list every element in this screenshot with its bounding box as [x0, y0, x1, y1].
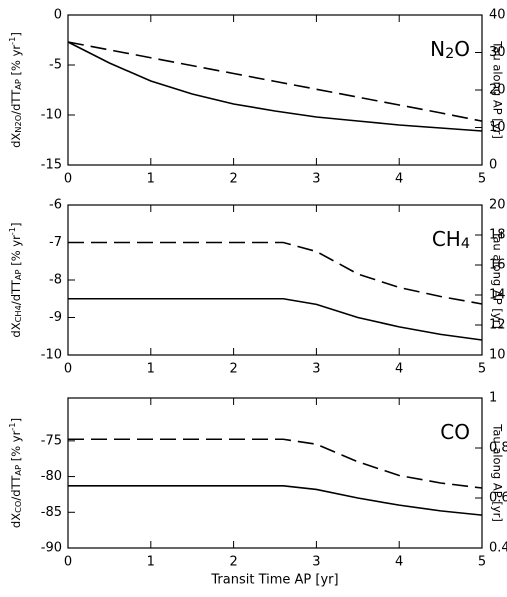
y2-tick-label: 14	[489, 288, 506, 303]
x-tick-label: 5	[478, 555, 486, 570]
x-tick-label: 0	[64, 555, 72, 570]
y-axis-label-part: -1	[7, 422, 17, 430]
y-tick-label: -6	[49, 198, 62, 213]
data-line	[67, 41, 483, 132]
y-tick-label: -90	[41, 541, 62, 556]
y-axis-label-part: CH4	[13, 305, 23, 322]
y2-tick-label: 10	[489, 348, 506, 363]
y-axis-label-part: CO	[13, 500, 23, 513]
y-tick-label: -75	[41, 433, 62, 448]
x-tick-label: 2	[229, 172, 237, 187]
data-line	[68, 241, 483, 305]
panel-label: N2O	[430, 37, 470, 62]
y-axis-label: dXCH4/dTTAP [% yr-1]	[7, 222, 23, 337]
y-axis-label-part: AP	[13, 465, 23, 476]
y-tick-label: 0	[54, 8, 62, 23]
x-tick-label: 5	[478, 362, 486, 377]
y-tick-label: -10	[41, 348, 62, 363]
y-axis-label-part: [% yr	[9, 235, 23, 270]
y-axis-label-part: ]	[9, 418, 23, 423]
y-axis-label-part: /dTT	[9, 475, 23, 501]
x-tick-label: 1	[147, 172, 155, 187]
data-line	[68, 297, 483, 341]
y-tick-label: -10	[41, 108, 62, 123]
y-axis-label-part: N2O	[13, 114, 23, 132]
panel-label: CO	[440, 420, 470, 444]
x-tick-label: 4	[395, 172, 403, 187]
y-axis-label-part: -1	[7, 37, 17, 45]
y2-tick-label: 18	[489, 228, 506, 243]
y-axis-label: dXCO/dTTAP [% yr-1]	[7, 418, 23, 528]
y2-tick-label: 0.6	[489, 491, 507, 506]
y-tick-label: -85	[41, 505, 62, 520]
panel-label-part: 2	[445, 46, 454, 62]
y-tick-label: -5	[49, 58, 62, 73]
x-tick-label: 0	[64, 362, 72, 377]
y-axis-label-part: dX	[9, 513, 23, 528]
x-tick-label: 2	[229, 362, 237, 377]
panel-label-part: N	[430, 37, 445, 61]
panel-label-part: CH	[432, 227, 461, 251]
y2-tick-label: 12	[489, 318, 506, 333]
x-tick-label: 3	[312, 362, 320, 377]
y2-tick-label: 16	[489, 258, 506, 273]
data-line	[67, 41, 483, 122]
plot-frame	[67, 397, 483, 549]
x-tick-label: 5	[478, 172, 486, 187]
x-tick-label: 4	[395, 362, 403, 377]
y2-tick-label: 20	[489, 83, 506, 98]
data-line	[68, 438, 483, 489]
x-tick-label: 0	[64, 172, 72, 187]
y-tick-label: -80	[41, 469, 62, 484]
y-tick-label: -9	[49, 310, 62, 325]
data-line	[68, 485, 483, 516]
x-tick-label: 3	[312, 172, 320, 187]
y2-tick-label: 20	[489, 198, 506, 213]
panel-label-part: CO	[440, 420, 470, 444]
y-tick-label: -15	[41, 158, 62, 173]
y-axis-label-part: ]	[9, 32, 23, 37]
y-axis-label-part: /dTT	[9, 279, 23, 305]
x-tick-label: 1	[147, 362, 155, 377]
y-tick-label: -7	[49, 235, 62, 250]
y2-tick-label: 10	[489, 120, 506, 135]
y2-tick-label: 40	[489, 8, 506, 23]
panel-label: CH4	[432, 227, 470, 252]
y2-axis-label: Tau along AP [yr]	[491, 40, 505, 139]
panel-label-part: 4	[461, 236, 470, 252]
plot-frame	[67, 204, 483, 356]
y-axis-label-part: ]	[9, 222, 23, 227]
y2-axis-label: Tau along AP [yr]	[491, 230, 505, 329]
y2-tick-label: 30	[489, 45, 506, 60]
y-axis-label-part: AP	[13, 79, 23, 90]
panel: 0 1 2 3 4 5-6-7-8-9-10 101214161820dXCH4/dTTAP…	[7, 198, 506, 377]
y2-tick-label: 0.8	[489, 441, 507, 456]
y2-tick-label: 1	[489, 391, 497, 406]
y-tick-label: -8	[49, 273, 62, 288]
y-axis-label-part: [% yr	[9, 430, 23, 465]
y-axis-label: dXN2O/dTTAP [% yr-1]	[7, 32, 23, 148]
y-axis-label-part: dX	[9, 322, 23, 337]
y-axis-label-part: AP	[13, 269, 23, 280]
x-tick-label: 4	[395, 555, 403, 570]
x-axis-label: Transit Time AP [yr]	[210, 573, 338, 588]
y-axis-label-part: /dTT	[9, 89, 23, 115]
x-tick-label: 1	[147, 555, 155, 570]
y-axis-label-part: -1	[7, 227, 17, 235]
y2-tick-label: 0	[489, 158, 497, 173]
y2-tick-label: 0.4	[489, 541, 507, 556]
y-axis-label-part: [% yr	[9, 45, 23, 80]
x-tick-label: 2	[229, 555, 237, 570]
x-tick-label: 3	[312, 555, 320, 570]
y-axis-label-part: dX	[9, 133, 23, 148]
plot-frame	[67, 14, 483, 166]
y2-axis-label: Tau along AP [yr]	[491, 423, 505, 522]
panel-label-part: O	[454, 37, 470, 61]
